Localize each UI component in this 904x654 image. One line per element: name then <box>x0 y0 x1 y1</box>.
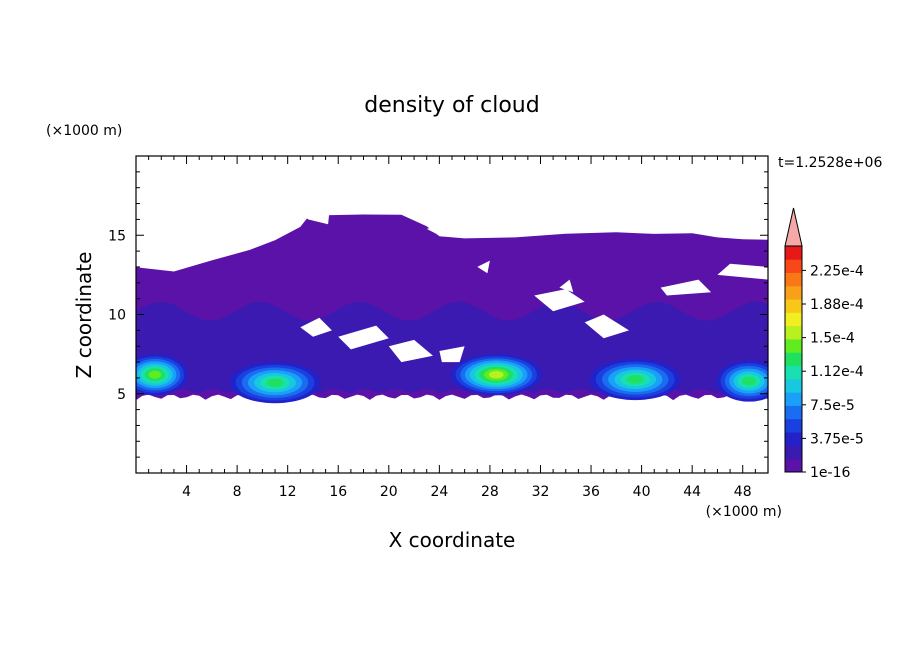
cloud-density-field <box>136 211 768 404</box>
x-tick-label: 8 <box>233 484 242 500</box>
cloud-gap <box>584 314 629 339</box>
colorbar-swatch <box>785 405 802 420</box>
x-tick-label: 44 <box>683 484 701 500</box>
x-tick-label: 4 <box>182 484 191 500</box>
colorbar-swatch <box>785 325 802 340</box>
convective-core-contour <box>626 375 644 384</box>
colorbar-level-label: 2.25e-4 <box>810 263 864 279</box>
convective-core-contour <box>266 378 284 387</box>
x-tick-label: 32 <box>532 484 550 500</box>
chart-title: density of cloud <box>364 93 539 118</box>
cloud-gap <box>306 211 330 225</box>
y-axis-label: Z coordinate <box>72 252 96 379</box>
x-tick-label: 12 <box>279 484 297 500</box>
cloud-gap <box>559 279 574 293</box>
y-tick-label: 10 <box>108 308 126 324</box>
time-label: t=1.2528e+06 <box>778 155 882 171</box>
colorbar-level-label: 3.75e-5 <box>810 431 864 447</box>
x-tick-label: 48 <box>734 484 752 500</box>
colorbar-level-label: 7.5e-5 <box>810 398 855 414</box>
colorbar-extend-arrow <box>784 207 803 247</box>
colorbar-swatch <box>785 378 802 393</box>
x-tick-label: 36 <box>582 484 600 500</box>
cloud-gap <box>300 317 332 337</box>
convective-core-contour <box>148 370 162 379</box>
x-tick-label: 16 <box>329 484 347 500</box>
colorbar-swatch <box>785 299 802 313</box>
y-unit-label: (×1000 m) <box>46 123 122 139</box>
colorbar-swatch <box>785 312 802 327</box>
colorbar-swatch <box>785 418 802 433</box>
colorbar-swatch <box>785 272 802 287</box>
cloud-gap <box>338 325 389 350</box>
colorbar-swatch <box>785 458 802 473</box>
colorbar-swatch <box>785 445 802 460</box>
colorbar: 1e-16 3.75e-5 7.5e-5 1.12e-4 1.5e-4 1.88e-4 2.… <box>784 207 864 481</box>
colorbar-swatch <box>785 392 802 406</box>
cloud-gap <box>426 225 442 237</box>
cloud-gap <box>439 346 465 363</box>
x-tick-label: 40 <box>633 484 651 500</box>
x-tick-label: 24 <box>430 484 448 500</box>
colorbar-level-label: 1.88e-4 <box>810 297 864 313</box>
colorbar-swatch <box>785 352 802 367</box>
cloud-gap <box>534 289 585 312</box>
cloud-gap <box>660 279 712 296</box>
cloud-gap <box>477 260 490 274</box>
x-tick-label: 20 <box>380 484 398 500</box>
colorbar-level-label: 1e-16 <box>810 465 850 481</box>
cloud-gap <box>717 263 768 280</box>
colorbar-swatch <box>785 259 802 273</box>
x-axis-label: X coordinate <box>389 528 516 552</box>
y-tick-label: 15 <box>108 228 126 244</box>
y-axis-ticks: 5 10 15 <box>108 171 768 458</box>
x-axis-ticks: 4 8 12 16 20 24 28 32 36 40 44 48 <box>148 156 756 500</box>
colorbar-swatch <box>785 246 802 260</box>
colorbar-level-label: 1.5e-4 <box>810 331 855 347</box>
y-tick-label: 5 <box>117 387 126 403</box>
convective-core-contour <box>742 376 756 386</box>
colorbar-swatch <box>785 365 802 380</box>
colorbar-swatch <box>785 339 802 353</box>
x-unit-label: (×1000 m) <box>706 504 782 520</box>
convective-core-contour <box>488 371 504 379</box>
colorbar-level-label: 1.12e-4 <box>810 364 864 380</box>
cloud-gap <box>388 339 433 363</box>
x-tick-label: 28 <box>481 484 499 500</box>
colorbar-swatch <box>785 285 802 300</box>
colorbar-swatch <box>785 432 802 446</box>
